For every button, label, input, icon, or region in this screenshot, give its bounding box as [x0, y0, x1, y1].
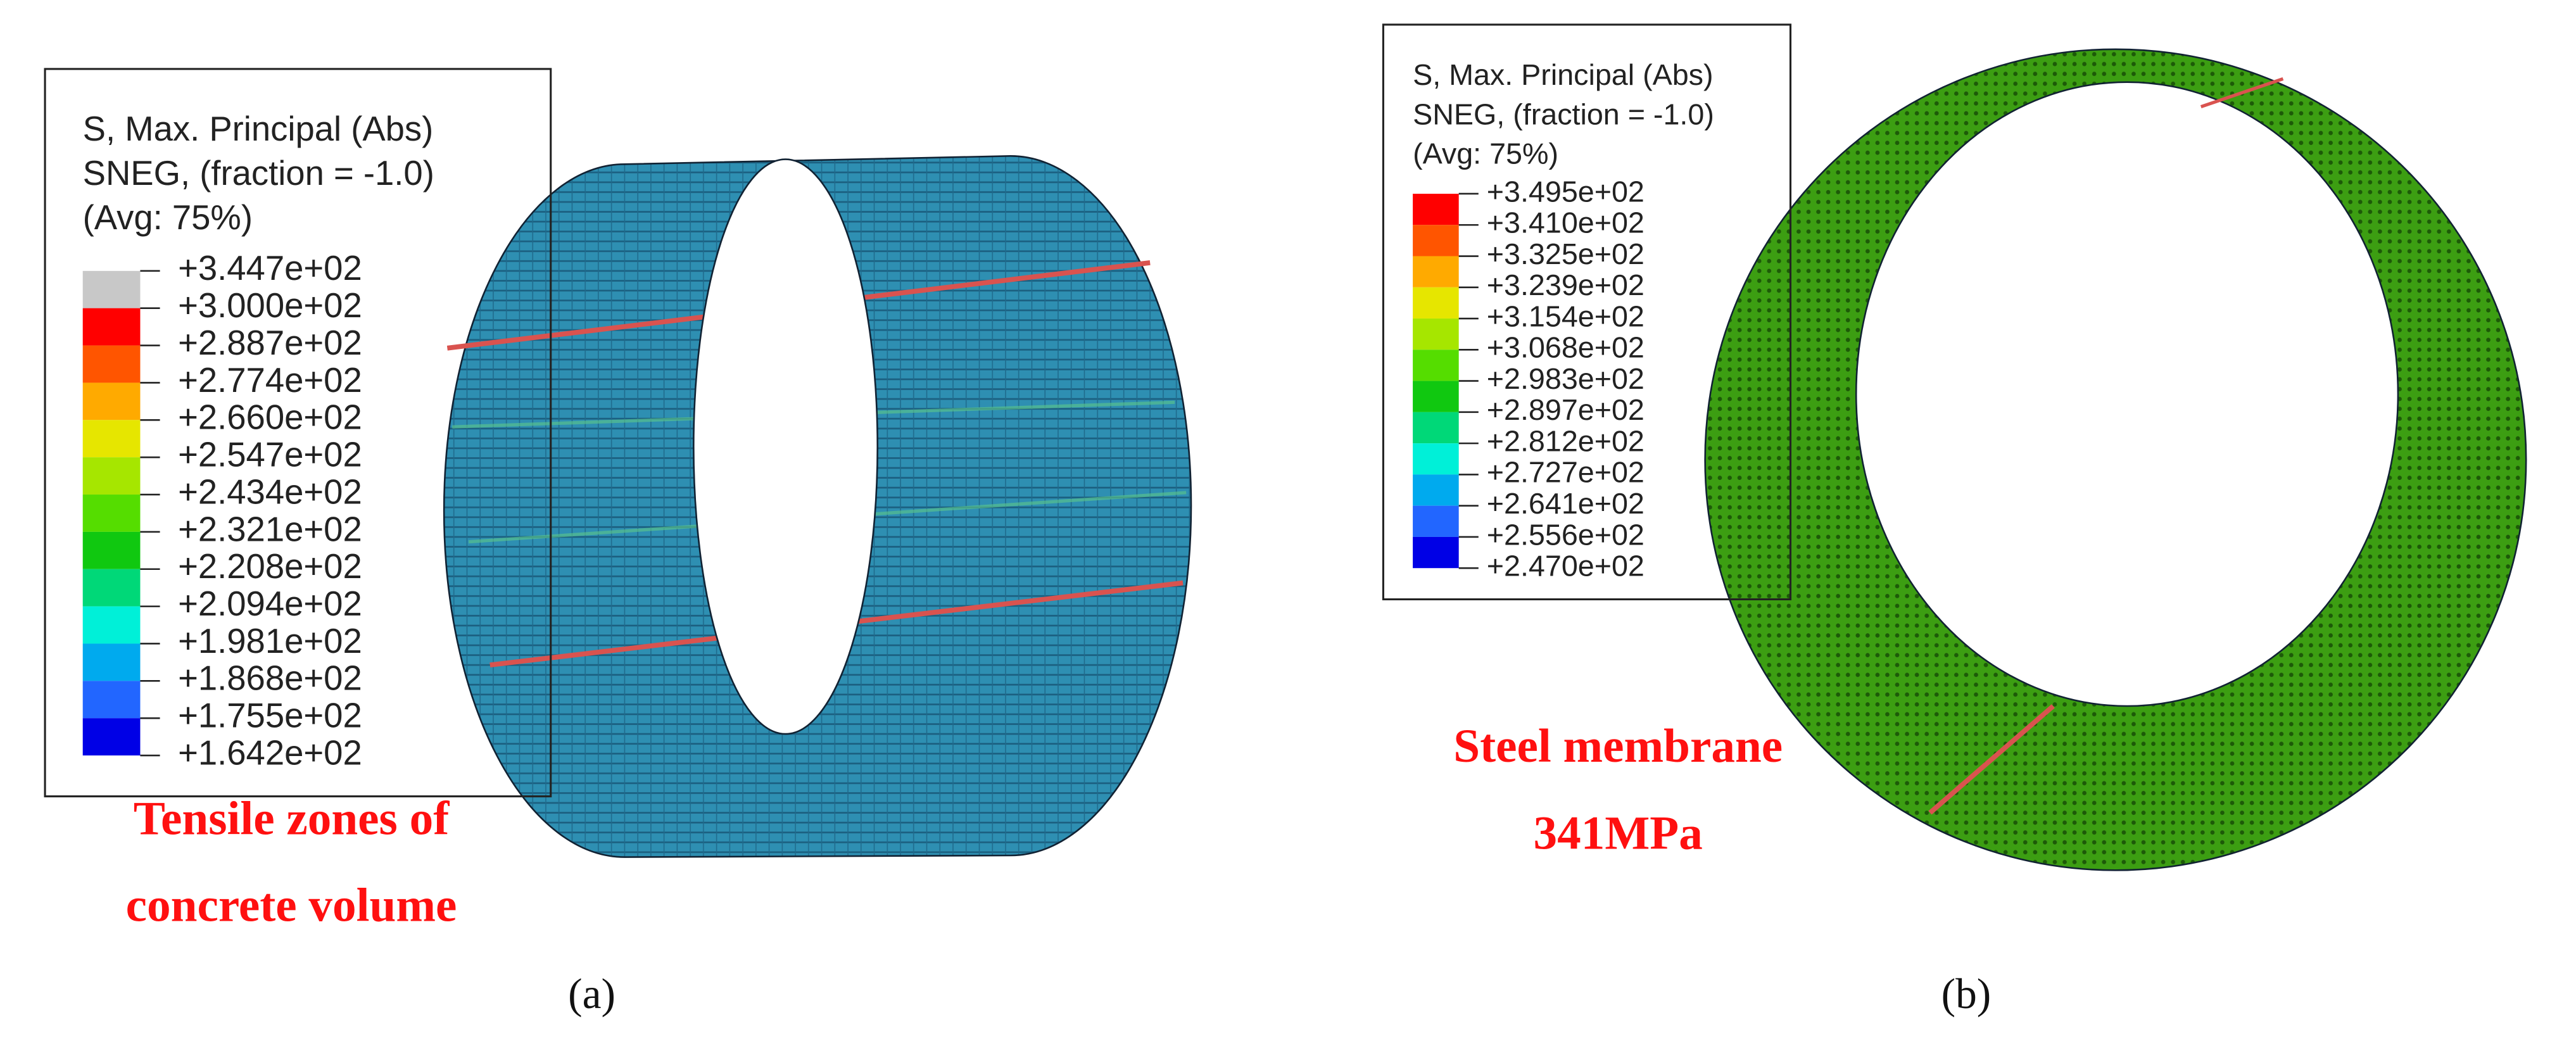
legend-swatch [1413, 193, 1459, 225]
caption: (b) [1941, 970, 1992, 1018]
legend-label: +2.208e+02 [178, 547, 362, 586]
legend-label: +2.812e+02 [1487, 424, 1645, 457]
legend-title: (Avg: 75%) [83, 198, 253, 237]
legend-swatch [82, 606, 141, 644]
legend-swatch [1413, 443, 1459, 475]
legend-swatch [82, 643, 141, 681]
legend-box [1382, 23, 1792, 601]
legend-label: +3.410e+02 [1487, 206, 1645, 239]
legend-title: S, Max. Principal (Abs) [83, 110, 434, 148]
legend-title: SNEG, (fraction = -1.0) [83, 154, 434, 192]
annotation: concrete volume [126, 880, 457, 932]
legend-label: +2.660e+02 [178, 398, 362, 437]
legend-label: +3.325e+02 [1487, 237, 1645, 270]
legend-label: +1.868e+02 [178, 659, 362, 698]
legend-label: +3.068e+02 [1487, 331, 1645, 364]
legend-swatch [82, 345, 141, 383]
annotation: 341MPa [1534, 807, 1703, 860]
legend-swatch [82, 457, 141, 495]
legend-label: +2.470e+02 [1487, 550, 1645, 583]
legend-swatch [82, 382, 141, 420]
annotation: Steel membrane [1453, 720, 1783, 773]
legend-swatch [1413, 412, 1459, 444]
legend-label: +2.774e+02 [178, 361, 362, 400]
legend-swatch [82, 495, 141, 532]
legend-swatch [82, 718, 141, 756]
legend-title: S, Max. Principal (Abs) [1413, 58, 1713, 91]
legend-swatch [1413, 256, 1459, 287]
legend-box [44, 68, 552, 798]
legend-swatch [1413, 505, 1459, 537]
legend-swatch [1413, 474, 1459, 506]
legend-title: (Avg: 75%) [1413, 137, 1558, 170]
legend-label: +1.755e+02 [178, 697, 362, 735]
legend-swatch [1413, 536, 1459, 569]
legend-swatch [82, 308, 141, 346]
legend-label: +1.642e+02 [178, 733, 362, 772]
legend-swatch [82, 681, 141, 719]
legend-swatch [82, 569, 141, 607]
legend-label: +2.727e+02 [1487, 456, 1645, 489]
legend-swatch [82, 531, 141, 569]
legend-label: +2.556e+02 [1487, 518, 1645, 551]
legend-label: +3.495e+02 [1487, 175, 1645, 208]
legend-label: +2.094e+02 [178, 584, 362, 623]
legend-label: +1.981e+02 [178, 622, 362, 660]
legend-swatch [1413, 225, 1459, 256]
legend-swatch [82, 420, 141, 458]
cylinder-b [1704, 48, 2527, 871]
legend-label: +2.641e+02 [1487, 487, 1645, 520]
legend-swatch [1413, 381, 1459, 412]
cylinder-a [443, 155, 1192, 858]
legend-swatch [1413, 319, 1459, 350]
legend-label: +3.000e+02 [178, 286, 362, 325]
legend-swatch [1413, 350, 1459, 381]
legend-swatch [1413, 287, 1459, 319]
legend-label: +3.154e+02 [1487, 300, 1645, 332]
legend-title: SNEG, (fraction = -1.0) [1413, 98, 1714, 130]
legend-label: +2.983e+02 [1487, 362, 1645, 395]
annotation: Tensile zones of [134, 792, 450, 845]
legend-label: +3.447e+02 [178, 249, 362, 287]
legend-label: +2.434e+02 [178, 472, 362, 511]
legend-label: +2.887e+02 [178, 324, 362, 362]
legend-label: +3.239e+02 [1487, 268, 1645, 301]
legend-label: +2.547e+02 [178, 436, 362, 474]
legend-label: +2.321e+02 [178, 510, 362, 548]
caption: (a) [568, 970, 616, 1018]
legend-swatch [82, 270, 141, 308]
legend-label: +2.897e+02 [1487, 393, 1645, 426]
